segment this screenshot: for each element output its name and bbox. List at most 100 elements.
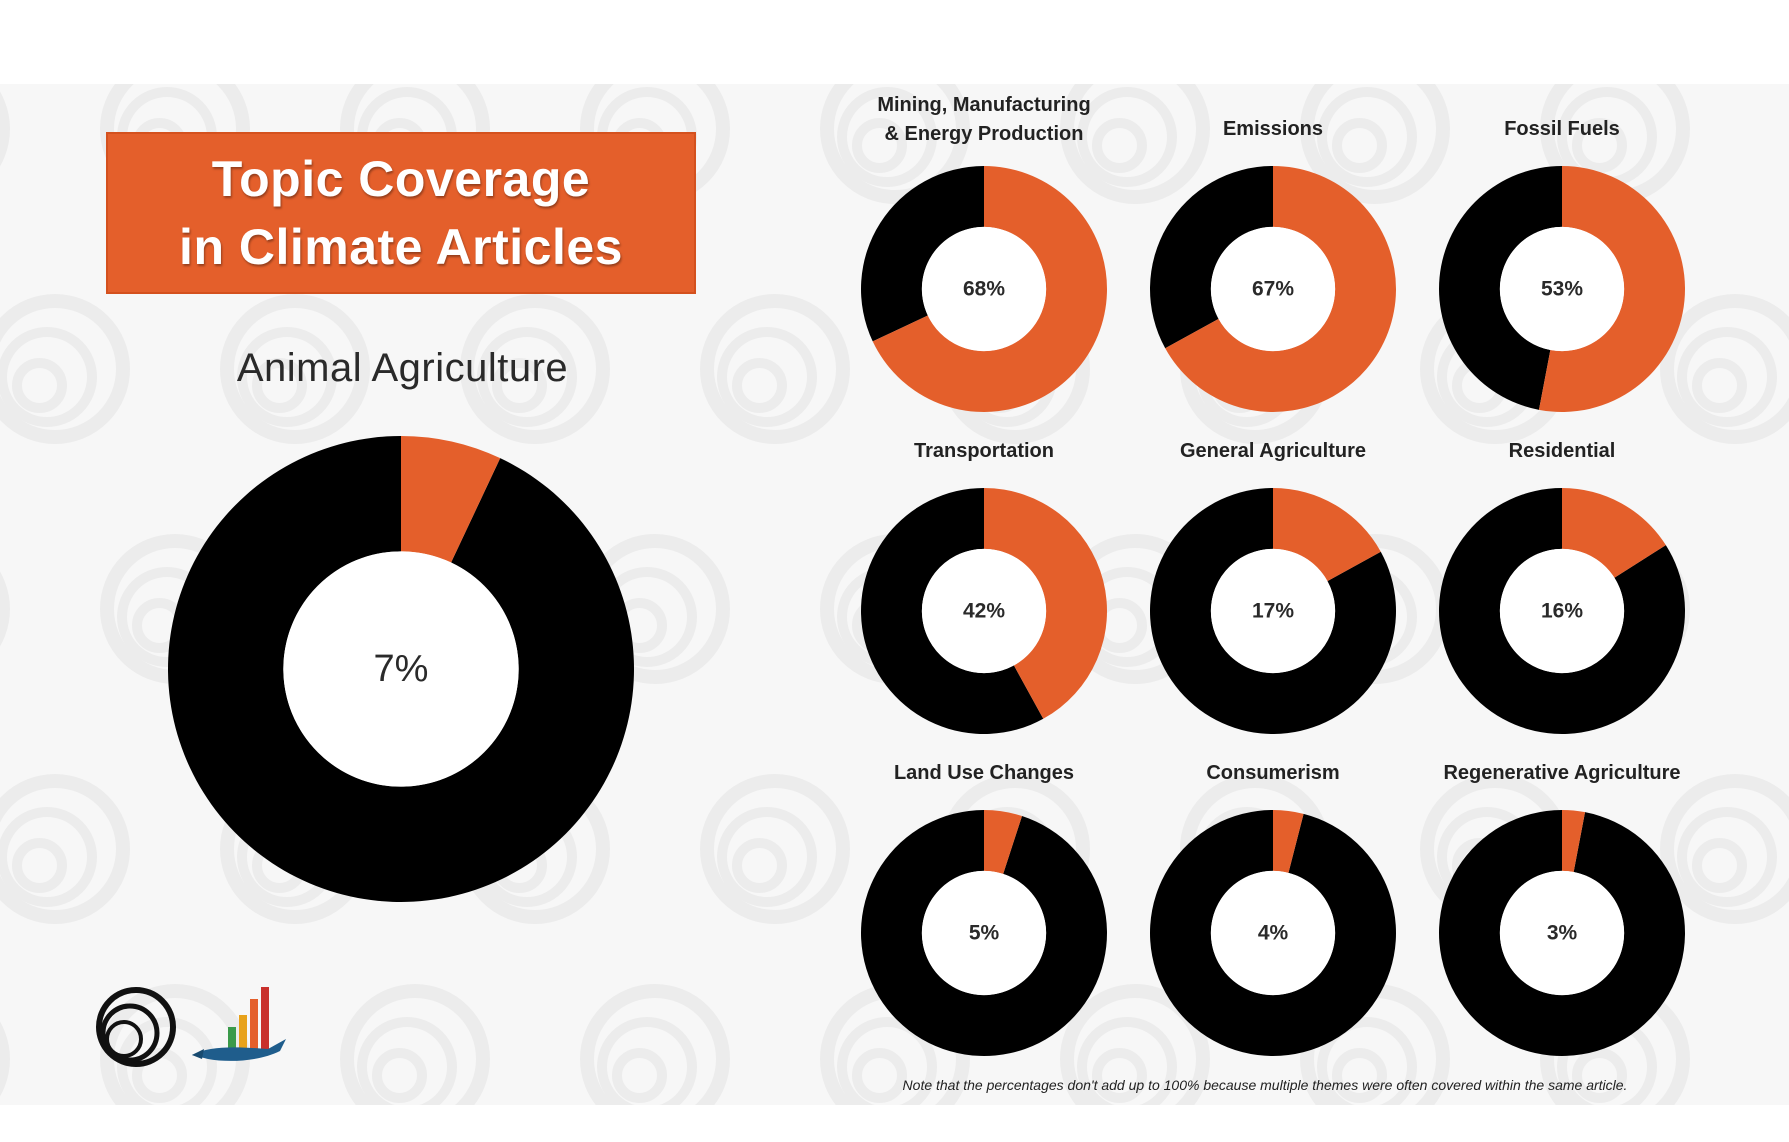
chart-title-general-agriculture: General Agriculture [1180, 440, 1366, 462]
watermark-ring [1677, 327, 1777, 427]
watermark-ring [1571, 1047, 1627, 1103]
donut-hole [1499, 548, 1625, 674]
donut-hole [921, 548, 1047, 674]
donut-slice-uncovered [1150, 166, 1273, 349]
title-line-2: in Climate Articles [179, 219, 623, 275]
donut-hole [283, 551, 519, 787]
donut-slice-covered [401, 436, 501, 563]
watermark-ring [11, 837, 67, 893]
donut-slice-uncovered [1439, 810, 1685, 1056]
watermark-ring [11, 357, 67, 413]
watermark-ring [1331, 1047, 1387, 1103]
watermark-ring [251, 357, 307, 413]
rings-logo-icon [96, 987, 176, 1067]
watermark-ring [717, 807, 817, 907]
watermark-ring [1331, 117, 1387, 173]
donut-slice-covered [984, 810, 1023, 874]
watermark-ring [371, 1047, 427, 1103]
donut-slice-uncovered [1439, 166, 1562, 410]
chart-title-fossil-fuels: Fossil Fuels [1504, 118, 1620, 140]
watermark-ring [731, 837, 787, 893]
donut-percent-label: 53% [1541, 278, 1583, 301]
donut-hole [1210, 548, 1336, 674]
watermark-ring [0, 84, 10, 204]
watermark-ring [1077, 87, 1177, 187]
bar-chart-bird-logo-icon [192, 987, 286, 1061]
chart-title-line: & Energy Production [884, 123, 1084, 145]
chart-title-consumerism: Consumerism [1206, 762, 1340, 784]
donut-percent-label: 7% [374, 648, 429, 690]
donut-slice-uncovered [1150, 488, 1396, 734]
donut-chart-consumerism: 4% [1150, 810, 1396, 1056]
title-banner: Topic Coverage in Climate Articles [106, 132, 696, 294]
donut-slice-uncovered [861, 166, 984, 342]
donut-slice-uncovered [168, 436, 634, 902]
donut-hole [1499, 870, 1625, 996]
donut-hole [1499, 226, 1625, 352]
chart-title-line: Mining, Manufacturing [877, 94, 1091, 116]
title-line-1: Topic Coverage [211, 151, 591, 207]
watermark-ring [0, 807, 97, 907]
donut-slice-covered [1562, 810, 1586, 872]
watermark-ring [491, 357, 547, 413]
chart-title-mining: Mining, Manufacturing & Energy Productio… [834, 91, 1134, 149]
donut-chart-transportation: 42% [861, 488, 1107, 734]
watermark-ring [837, 87, 937, 187]
watermark-ring [1691, 837, 1747, 893]
watermark-ring [0, 534, 10, 684]
donut-percent-label: 4% [1258, 922, 1289, 945]
donut-chart-general-agriculture: 17% [1150, 488, 1396, 734]
donut-percent-label: 17% [1252, 600, 1294, 623]
donut-percent-label: 3% [1547, 922, 1578, 945]
donut-chart-emissions: 67% [1150, 166, 1396, 412]
donut-slice-covered [1562, 488, 1666, 578]
chart-title-regenerative-agriculture: Regenerative Agriculture [1443, 762, 1681, 784]
donut-slice-uncovered [861, 488, 1044, 734]
watermark-ring [851, 1047, 907, 1103]
watermark-ring [1677, 807, 1777, 907]
chart-title-animal-agriculture: Animal Agriculture [236, 346, 569, 390]
watermark-ring [1691, 357, 1747, 413]
watermark-ring [731, 357, 787, 413]
donut-slice-uncovered [1150, 810, 1396, 1056]
donut-chart-fossil-fuels: 53% [1439, 166, 1685, 412]
watermark-ring [477, 327, 577, 427]
donut-chart-land-use-changes: 5% [861, 810, 1107, 1056]
watermark-ring [597, 1017, 697, 1105]
donut-hole [921, 870, 1047, 996]
donut-slice-covered [984, 488, 1107, 719]
donut-slice-covered [872, 166, 1107, 412]
donut-slice-covered [1165, 166, 1396, 412]
donut-chart-mining: 68% [861, 166, 1107, 412]
watermark-ring [237, 327, 337, 427]
watermark-ring [851, 117, 907, 173]
donut-percent-label: 5% [969, 922, 1000, 945]
watermark-ring [1317, 1017, 1417, 1105]
watermark-ring [1077, 1017, 1177, 1105]
watermark-ring [837, 1017, 937, 1105]
donut-hole [1210, 226, 1336, 352]
donut-chart-regenerative-agriculture: 3% [1439, 810, 1685, 1056]
watermark-ring [1317, 87, 1417, 187]
donut-slice-covered [1538, 166, 1685, 412]
donut-chart-animal-agriculture: 7% [168, 436, 634, 902]
donut-slice-uncovered [1439, 488, 1685, 734]
watermark-ring [1571, 117, 1627, 173]
donut-slice-covered [1273, 810, 1304, 873]
watermark-ring [1091, 117, 1147, 173]
watermark-ring [0, 984, 10, 1105]
chart-title-residential: Residential [1508, 440, 1616, 462]
donut-percent-label: 42% [963, 600, 1005, 623]
watermark-ring [717, 327, 817, 427]
footnote: Note that the percentages don't add up t… [902, 1077, 1628, 1093]
donut-slice-covered [1273, 488, 1381, 582]
chart-title-land-use-changes: Land Use Changes [893, 762, 1075, 784]
watermark-ring [1091, 1047, 1147, 1103]
donut-chart-residential: 16% [1439, 488, 1685, 734]
donut-hole [1210, 870, 1336, 996]
donut-percent-label: 16% [1541, 600, 1583, 623]
chart-title-transportation: Transportation [913, 440, 1054, 462]
watermark-ring [357, 1017, 457, 1105]
watermark-ring [611, 1047, 667, 1103]
